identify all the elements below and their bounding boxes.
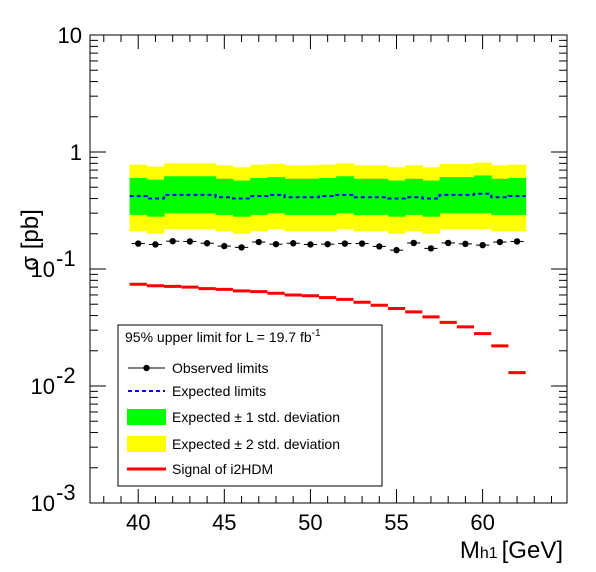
band-1sigma-bin bbox=[370, 178, 389, 215]
observed-point bbox=[203, 240, 211, 247]
band-1sigma-bin bbox=[491, 178, 509, 215]
y-tick-label-exp: -3 bbox=[56, 480, 76, 505]
observed-point bbox=[238, 244, 245, 251]
observed-point bbox=[289, 240, 297, 247]
band-1sigma-bin bbox=[215, 178, 234, 215]
band-1sigma-bin bbox=[284, 178, 303, 215]
observed-point bbox=[462, 240, 469, 248]
observed-point bbox=[410, 239, 417, 247]
legend-band1-swatch bbox=[127, 409, 166, 425]
x-tick-label: 60 bbox=[470, 510, 494, 535]
y-tick-label-exp: -2 bbox=[56, 363, 76, 388]
observed-point bbox=[255, 238, 262, 246]
observed-point bbox=[221, 242, 228, 250]
legend: 95% upper limit for L = 19.7 fb-1 Observ… bbox=[117, 324, 383, 487]
x-axis-title-main: M bbox=[460, 537, 480, 564]
x-tick-label: 50 bbox=[298, 510, 322, 535]
legend-entry-label: Observed limits bbox=[172, 360, 268, 376]
y-tick-label-base: 10 bbox=[31, 491, 55, 516]
legend-entry-label: Signal of i2HDM bbox=[172, 461, 273, 477]
band-1sigma-bin bbox=[198, 176, 217, 214]
legend-entry-label: Expected limits bbox=[172, 383, 266, 399]
x-axis-ticks bbox=[103, 35, 553, 503]
x-tick-labels: 40 45 50 55 60 bbox=[126, 510, 495, 535]
legend-band2-swatch bbox=[127, 436, 166, 452]
y-tick-label: 10 bbox=[58, 23, 82, 48]
observed-point bbox=[376, 243, 383, 250]
observed-point bbox=[444, 239, 452, 247]
observed-point bbox=[272, 240, 280, 248]
legend-entries: Observed limits Expected limits Expected ±… bbox=[127, 360, 340, 477]
y-axis-ticks bbox=[90, 34, 567, 504]
observed-point bbox=[186, 238, 194, 245]
observed-point bbox=[513, 238, 521, 245]
y-tick-label: 1 bbox=[70, 140, 82, 165]
x-axis-title-sub: h1 bbox=[480, 545, 498, 562]
legend-entry-label: Expected ± 2 std. deviation bbox=[172, 436, 340, 452]
y-axis-title: σ [pb] bbox=[17, 209, 44, 271]
band-1sigma-bin bbox=[422, 180, 441, 217]
x-axis-title: Mh1 [GeV] bbox=[460, 537, 563, 564]
legend-header-sup: -1 bbox=[312, 328, 321, 339]
x-tick-label: 40 bbox=[126, 510, 150, 535]
expected-limit-line bbox=[129, 192, 526, 200]
legend-box bbox=[117, 324, 383, 487]
observed-point bbox=[427, 245, 435, 252]
observed-point bbox=[341, 240, 349, 247]
observed-point bbox=[169, 237, 176, 245]
observed-point bbox=[152, 241, 159, 248]
band-1sigma-bin bbox=[405, 178, 423, 215]
x-tick-label: 55 bbox=[384, 510, 408, 535]
signal-layer bbox=[129, 282, 526, 375]
legend-observed-marker bbox=[143, 364, 150, 372]
y-tick-label-exp: -1 bbox=[56, 246, 76, 271]
band-1sigma-bin bbox=[267, 177, 286, 214]
observed-point bbox=[324, 240, 331, 248]
observed-point bbox=[307, 241, 314, 248]
observed-point bbox=[393, 246, 400, 254]
bands-layer bbox=[129, 162, 527, 234]
observed-point bbox=[358, 240, 366, 247]
expected-layer bbox=[129, 192, 526, 200]
legend-header: 95% upper limit for L = 19.7 fb-1 bbox=[125, 328, 321, 345]
legend-header-text: 95% upper limit for L = 19.7 fb bbox=[125, 329, 312, 345]
observed-point bbox=[479, 241, 486, 249]
observed-point bbox=[135, 240, 142, 247]
band-1sigma-bin bbox=[474, 175, 492, 214]
x-axis-title-unit: [GeV] bbox=[502, 537, 563, 564]
band-1sigma-bin bbox=[319, 177, 337, 215]
y-tick-label-base: 10 bbox=[31, 374, 55, 399]
y-tick-label-base: 10 bbox=[31, 257, 55, 282]
x-tick-label: 45 bbox=[212, 510, 236, 535]
legend-entry-label: Expected ± 1 std. deviation bbox=[172, 409, 340, 425]
observed-point bbox=[496, 238, 504, 246]
observed-layer bbox=[131, 237, 524, 254]
band-1sigma-bin bbox=[439, 177, 458, 214]
